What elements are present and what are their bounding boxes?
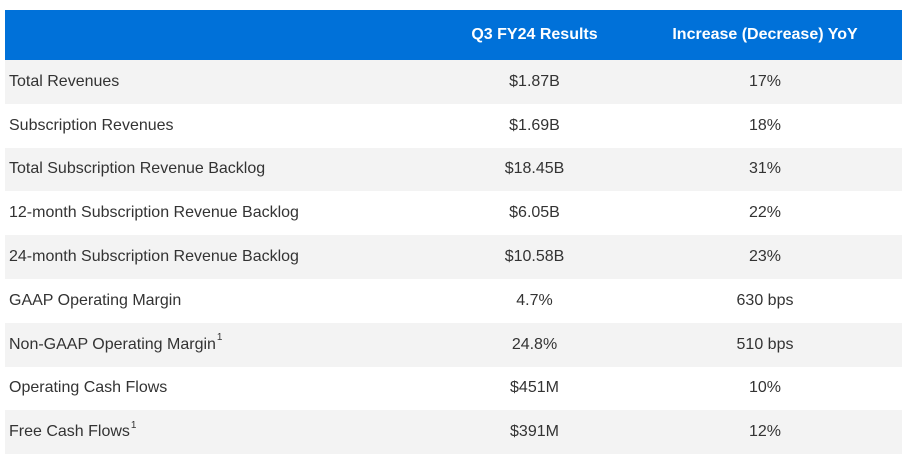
result-cell: 24.8%	[441, 322, 628, 367]
metric-label: Subscription Revenues	[9, 116, 174, 134]
metric-cell: Non-GAAP Operating Margin1	[5, 322, 441, 367]
result-cell: $451M	[441, 366, 628, 411]
yoy-cell: 17%	[628, 60, 902, 104]
table-header-row: Q3 FY24 Results Increase (Decrease) YoY	[5, 10, 902, 60]
yoy-cell: 23%	[628, 235, 902, 279]
footnote-marker: 1	[216, 332, 223, 344]
result-cell: $1.87B	[441, 60, 628, 104]
metric-label: Total Revenues	[9, 72, 120, 90]
result-cell: $1.69B	[441, 103, 628, 148]
metric-cell: GAAP Operating Margin	[5, 278, 441, 323]
metric-column-header	[5, 10, 441, 60]
table-row: 24-month Subscription Revenue Backlog $1…	[5, 235, 902, 279]
yoy-column-header: Increase (Decrease) YoY	[628, 10, 902, 60]
metric-cell: Total Subscription Revenue Backlog	[5, 147, 441, 192]
table-row: Total Subscription Revenue Backlog $18.4…	[5, 147, 902, 192]
yoy-cell: 630 bps	[628, 278, 902, 323]
metric-label: 12-month Subscription Revenue Backlog	[9, 204, 299, 222]
result-cell: 4.7%	[441, 278, 628, 323]
metric-cell: Free Cash Flows1	[5, 410, 441, 454]
table-row: Subscription Revenues $1.69B 18%	[5, 103, 902, 148]
yoy-cell: 12%	[628, 410, 902, 454]
result-cell: $10.58B	[441, 235, 628, 279]
yoy-cell: 18%	[628, 103, 902, 148]
metric-cell: Subscription Revenues	[5, 103, 441, 148]
metric-cell: Total Revenues	[5, 60, 441, 104]
yoy-cell: 510 bps	[628, 322, 902, 367]
metric-cell: Operating Cash Flows	[5, 366, 441, 411]
financial-results-table: Q3 FY24 Results Increase (Decrease) YoY …	[5, 10, 902, 454]
table-row: 12-month Subscription Revenue Backlog $6…	[5, 191, 902, 236]
metric-label: Operating Cash Flows	[9, 379, 168, 397]
metric-cell: 12-month Subscription Revenue Backlog	[5, 191, 441, 236]
yoy-cell: 10%	[628, 366, 902, 411]
table-row: Non-GAAP Operating Margin1 24.8% 510 bps	[5, 322, 902, 367]
metric-label: Total Subscription Revenue Backlog	[9, 160, 266, 178]
metric-cell: 24-month Subscription Revenue Backlog	[5, 235, 441, 279]
table-row: GAAP Operating Margin 4.7% 630 bps	[5, 278, 902, 323]
footnote-marker: 1	[130, 419, 137, 431]
result-cell: $18.45B	[441, 147, 628, 192]
metric-label: Non-GAAP Operating Margin	[9, 335, 216, 353]
result-cell: $391M	[441, 410, 628, 454]
table-row: Operating Cash Flows $451M 10%	[5, 366, 902, 411]
table-row: Free Cash Flows1 $391M 12%	[5, 410, 902, 454]
yoy-cell: 22%	[628, 191, 902, 236]
table-row: Total Revenues $1.87B 17%	[5, 60, 902, 104]
metric-label: Free Cash Flows	[9, 423, 130, 441]
yoy-cell: 31%	[628, 147, 902, 192]
metric-label: GAAP Operating Margin	[9, 291, 182, 309]
results-column-header: Q3 FY24 Results	[441, 10, 628, 60]
metric-label: 24-month Subscription Revenue Backlog	[9, 248, 299, 266]
result-cell: $6.05B	[441, 191, 628, 236]
